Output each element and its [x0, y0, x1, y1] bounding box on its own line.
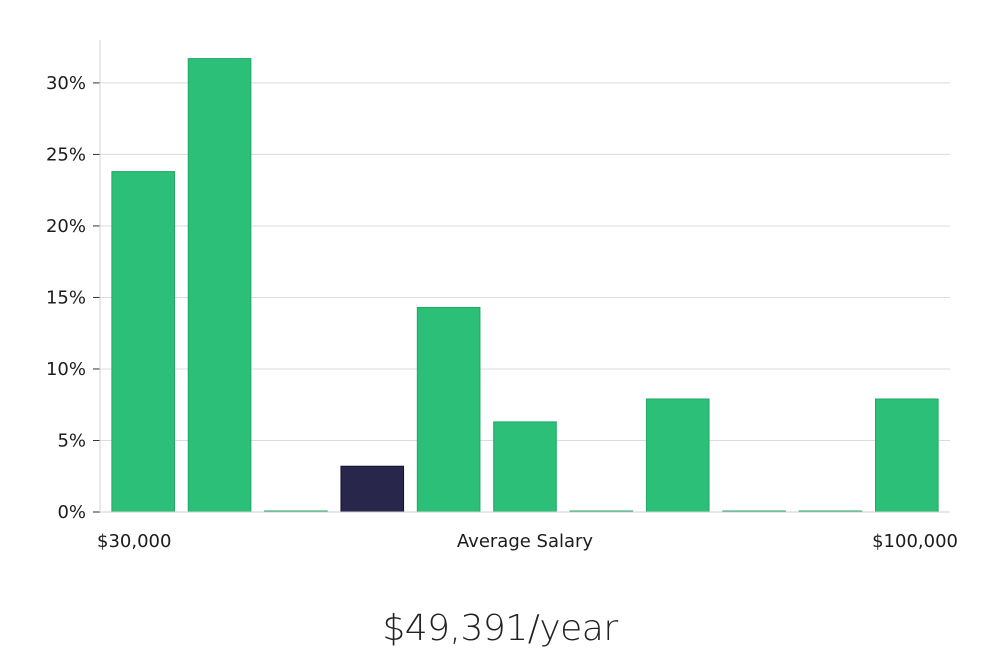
y-tick-label: 0%: [57, 502, 86, 523]
x-end-label: $100,000: [872, 531, 958, 552]
y-tick-label: 20%: [46, 216, 86, 237]
bar-highlighted: [340, 465, 405, 513]
bar: [416, 306, 481, 513]
axes: [99, 40, 950, 513]
histogram-chart: 0% 5% 10% 15% 20% 25% 30% $30,000 Average Sala…: [46, 40, 958, 552]
y-tick-label: 5%: [57, 430, 86, 451]
bar: [111, 171, 175, 513]
y-tick-label: 10%: [46, 359, 86, 380]
x-axis-title: Average Salary: [457, 531, 594, 552]
y-tick-label: 25%: [46, 144, 86, 165]
x-start-label: $30,000: [97, 531, 171, 552]
bar: [493, 421, 557, 513]
bar: [875, 398, 939, 513]
y-axis-ticks: 0% 5% 10% 15% 20% 25% 30%: [46, 73, 100, 523]
average-salary-value: $49,391/year: [382, 608, 618, 649]
x-axis-labels: $30,000 Average Salary $100,000: [97, 531, 958, 552]
y-tick-label: 15%: [46, 287, 86, 308]
bar: [187, 58, 252, 513]
bars: [111, 58, 939, 513]
y-tick-label: 30%: [46, 73, 86, 94]
bar: [645, 398, 710, 513]
